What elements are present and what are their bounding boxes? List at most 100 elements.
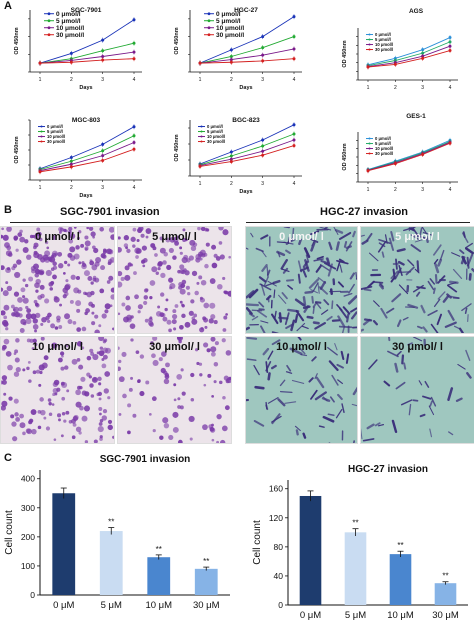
cell xyxy=(218,227,224,231)
cell xyxy=(217,283,223,290)
cell xyxy=(130,338,134,342)
cell xyxy=(213,253,218,258)
cell xyxy=(3,315,8,320)
cell xyxy=(168,328,172,333)
cell xyxy=(139,354,145,359)
cell xyxy=(374,422,381,427)
cell xyxy=(122,393,127,399)
cell xyxy=(24,239,29,244)
cell xyxy=(15,416,20,422)
cell xyxy=(465,242,473,249)
significance-label: ** xyxy=(203,557,209,566)
cell xyxy=(322,415,335,423)
cell xyxy=(159,236,164,241)
cell xyxy=(429,278,436,285)
data-point xyxy=(101,49,105,53)
y-tick-label: 80 xyxy=(274,542,284,552)
cell xyxy=(465,349,471,361)
cell xyxy=(316,255,324,260)
cell xyxy=(301,325,309,330)
cell xyxy=(287,238,296,244)
cell xyxy=(210,314,216,320)
cell xyxy=(179,246,183,250)
cell xyxy=(203,302,210,309)
micrograph-hgc-0um: 0 μmol/ l xyxy=(245,226,358,334)
x-tick-label: 1 xyxy=(367,85,370,91)
cell xyxy=(33,263,40,270)
cell xyxy=(126,314,132,321)
cell xyxy=(179,405,184,410)
cell xyxy=(31,347,35,350)
x-tick-label: 1 xyxy=(39,77,42,83)
x-tick-label: 4 xyxy=(293,77,296,83)
cell xyxy=(35,369,41,374)
cell xyxy=(78,364,84,370)
cell xyxy=(408,403,412,416)
cell xyxy=(284,312,290,326)
bar xyxy=(299,495,322,605)
cell xyxy=(73,227,77,229)
cell xyxy=(179,269,185,275)
chart-title: HGC-27 xyxy=(234,7,258,14)
cell xyxy=(34,329,37,333)
cell xyxy=(285,249,291,255)
cell xyxy=(76,358,81,362)
cell xyxy=(49,287,54,291)
cell xyxy=(187,292,191,296)
cell xyxy=(178,282,183,287)
cell xyxy=(315,264,322,273)
cell xyxy=(222,396,226,400)
cell xyxy=(324,227,329,230)
x-tick-label: 4 xyxy=(133,77,136,83)
cell xyxy=(451,252,461,257)
cell xyxy=(246,247,249,250)
cell xyxy=(253,420,265,427)
series-line xyxy=(367,37,451,66)
cell xyxy=(427,280,435,291)
cell xyxy=(267,372,271,381)
cell xyxy=(398,284,409,295)
cell xyxy=(97,376,102,382)
x-tick-label: 30 μM xyxy=(193,600,220,611)
cell xyxy=(352,230,356,238)
cell xyxy=(86,372,91,377)
cell xyxy=(251,315,259,321)
cell xyxy=(199,257,203,261)
cell xyxy=(350,311,357,320)
cell xyxy=(168,434,174,441)
cell xyxy=(296,322,306,332)
cell xyxy=(368,359,378,370)
legend-marker xyxy=(40,140,43,143)
cell xyxy=(6,267,11,271)
cell xyxy=(14,271,21,279)
cell xyxy=(219,380,223,385)
legend-marker xyxy=(207,12,211,16)
cell xyxy=(386,307,395,314)
cell xyxy=(362,318,371,326)
cell xyxy=(403,362,407,370)
cell xyxy=(334,343,338,351)
cell xyxy=(18,306,23,312)
cell xyxy=(47,398,52,402)
cell xyxy=(224,290,228,295)
cell xyxy=(323,299,330,306)
data-point xyxy=(448,49,452,53)
legend-marker xyxy=(368,38,371,41)
cell xyxy=(118,376,125,383)
cell xyxy=(78,431,82,435)
cell xyxy=(437,291,446,300)
cell xyxy=(410,244,422,253)
cell xyxy=(107,419,113,424)
cell xyxy=(91,264,98,271)
cell xyxy=(40,257,46,263)
cell xyxy=(228,255,231,259)
data-point xyxy=(421,56,425,60)
cell xyxy=(33,245,37,250)
cell xyxy=(173,327,177,331)
chart-title: GES-1 xyxy=(406,113,426,120)
cell xyxy=(177,397,181,401)
cell xyxy=(439,249,445,261)
cell xyxy=(84,311,88,316)
cell xyxy=(285,323,294,330)
cell xyxy=(312,302,317,308)
